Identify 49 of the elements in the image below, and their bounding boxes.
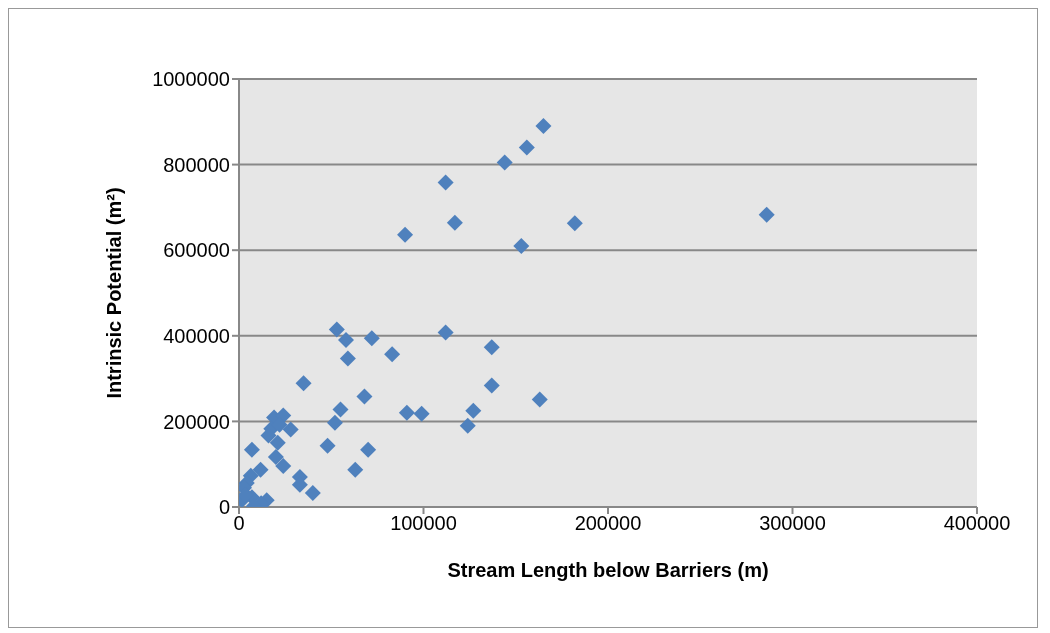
point [459, 417, 476, 434]
point [465, 402, 482, 419]
point [243, 441, 260, 458]
y-tick-label: 0 [218, 496, 230, 519]
y-tick-label: 200000 [163, 410, 230, 433]
x-tick-label: 0 [233, 512, 245, 535]
x-tick-label: 300000 [759, 512, 826, 535]
y-tick-label: 800000 [163, 153, 230, 176]
point [758, 206, 775, 223]
y-axis-title: Intrinsic Potential (m²) [103, 187, 126, 399]
point [252, 461, 269, 478]
point [483, 339, 500, 356]
point [304, 484, 321, 501]
point [363, 330, 380, 347]
point [267, 448, 284, 465]
point [531, 391, 548, 408]
point [319, 437, 336, 454]
y-tick-label: 600000 [163, 239, 230, 262]
x-tick-label: 400000 [943, 512, 1011, 535]
point [413, 405, 430, 422]
point [339, 350, 356, 367]
point [332, 401, 349, 418]
point [535, 118, 552, 135]
point [360, 441, 377, 458]
point [483, 377, 500, 394]
point [275, 457, 292, 474]
point [496, 154, 513, 171]
point [328, 321, 345, 338]
point [338, 332, 355, 349]
y-tick-label: 1000000 [152, 68, 230, 91]
point [269, 434, 286, 451]
x-axis-title: Stream Length below Barriers (m) [447, 559, 769, 581]
point [446, 214, 463, 231]
point [282, 421, 299, 438]
point [518, 139, 535, 156]
point [437, 174, 454, 191]
y-tick-label: 400000 [163, 324, 230, 347]
point [384, 346, 401, 363]
point [347, 461, 364, 478]
point [397, 226, 414, 243]
point [398, 404, 415, 421]
point [295, 375, 312, 392]
x-tick-label: 200000 [574, 512, 642, 535]
point [437, 324, 454, 341]
point [326, 414, 343, 431]
point [513, 237, 530, 254]
point [356, 388, 373, 405]
x-tick-label: 100000 [390, 512, 457, 535]
point [566, 215, 583, 232]
